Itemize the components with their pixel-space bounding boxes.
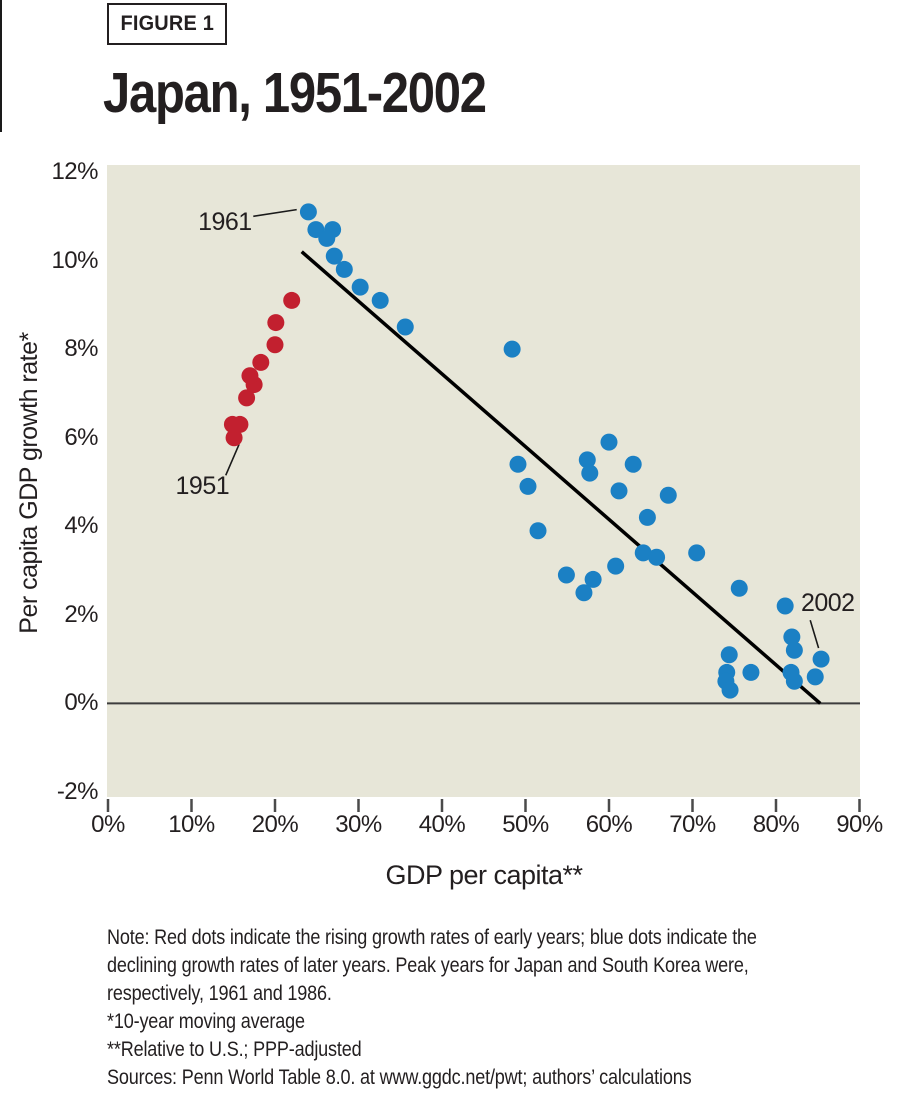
annotation-label-2002: 2002 — [800, 588, 855, 617]
note-line: Sources: Penn World Table 8.0. at www.gg… — [107, 1066, 692, 1089]
data-point-early — [266, 336, 284, 354]
data-point-later — [648, 548, 666, 566]
data-point-later — [584, 570, 602, 588]
data-point-later — [742, 663, 760, 681]
data-point-later — [509, 455, 527, 473]
data-point-later — [503, 340, 521, 358]
y-tick-label: 4% — [64, 512, 98, 540]
data-point-early — [252, 353, 270, 371]
data-point-later — [396, 318, 414, 336]
data-point-later — [634, 544, 652, 562]
data-point-later — [575, 584, 593, 602]
y-tick-label: 12% — [51, 158, 98, 185]
x-tick-label: 70% — [669, 811, 716, 838]
data-point-later — [812, 650, 830, 668]
x-tick-label: 90% — [836, 811, 883, 838]
data-point-later — [325, 247, 343, 265]
y-tick-label: 2% — [64, 600, 98, 628]
data-point-later — [529, 522, 547, 540]
x-tick-label: 50% — [502, 811, 549, 838]
notes-block: Note: Red dots indicate the rising growt… — [107, 924, 887, 1092]
x-tick-label: 20% — [251, 811, 299, 838]
data-point-later — [581, 464, 599, 482]
annotation-leader-line — [253, 208, 297, 218]
y-tick-label: 0% — [64, 689, 98, 717]
y-tick-label: -2% — [56, 777, 99, 805]
data-point-early — [238, 389, 256, 407]
data-point-later — [730, 579, 748, 597]
figure-label-box: FIGURE 1 — [107, 3, 227, 45]
note-line: respectively, 1961 and 1986. — [107, 982, 332, 1005]
data-point-later — [776, 597, 794, 615]
data-point-later — [351, 278, 369, 296]
data-point-later — [624, 455, 642, 473]
x-tick-label: 80% — [752, 811, 800, 838]
data-point-later — [785, 672, 803, 690]
data-point-later — [785, 641, 803, 659]
chart-title: Japan, 1951-2002 — [103, 61, 487, 125]
note-line: **Relative to U.S.; PPP-adjusted — [107, 1038, 362, 1061]
data-point-early — [283, 291, 301, 309]
trend-line — [300, 250, 822, 705]
data-point-later — [299, 203, 317, 221]
data-point-early — [267, 314, 285, 332]
data-point-early — [231, 415, 249, 433]
note-line: Note: Red dots indicate the rising growt… — [107, 926, 757, 949]
annotation-label-1961: 1961 — [198, 208, 252, 237]
x-tick-label: 0% — [91, 811, 125, 838]
data-point-later — [610, 482, 628, 500]
y-tick-label: 8% — [64, 335, 98, 363]
note-line: declining growth rates of later years. P… — [107, 954, 749, 977]
x-axis-title: GDP per capita** — [385, 860, 583, 890]
data-point-later — [335, 260, 353, 278]
data-point-later — [720, 646, 738, 664]
x-tick-label: 40% — [418, 811, 466, 838]
y-tick-label: 6% — [64, 423, 98, 451]
y-tick-label: 10% — [51, 246, 98, 274]
data-point-later — [318, 229, 336, 247]
data-point-later — [688, 544, 706, 562]
data-point-later — [806, 668, 824, 686]
note-line: *10-year moving average — [107, 1010, 305, 1033]
data-point-later — [371, 291, 389, 309]
x-tick-label: 60% — [585, 811, 633, 838]
data-point-later — [578, 451, 596, 469]
data-point-early — [225, 429, 243, 447]
data-point-later — [659, 486, 677, 504]
data-point-later — [783, 628, 801, 646]
data-point-later — [519, 477, 537, 495]
annotation-leader-line — [224, 444, 240, 476]
data-point-later — [607, 557, 625, 575]
x-tick-label: 30% — [335, 811, 382, 838]
data-point-early — [241, 367, 259, 385]
data-point-later — [721, 681, 739, 699]
data-point-later — [557, 566, 575, 584]
annotation-label-1951: 1951 — [175, 471, 230, 500]
x-tick-label: 10% — [168, 811, 215, 838]
annotation-leader-line — [809, 619, 820, 649]
figure-label: FIGURE 1 — [120, 12, 214, 35]
page-edge-line — [0, 0, 2, 132]
data-point-later — [600, 433, 618, 451]
data-point-later — [638, 508, 656, 526]
